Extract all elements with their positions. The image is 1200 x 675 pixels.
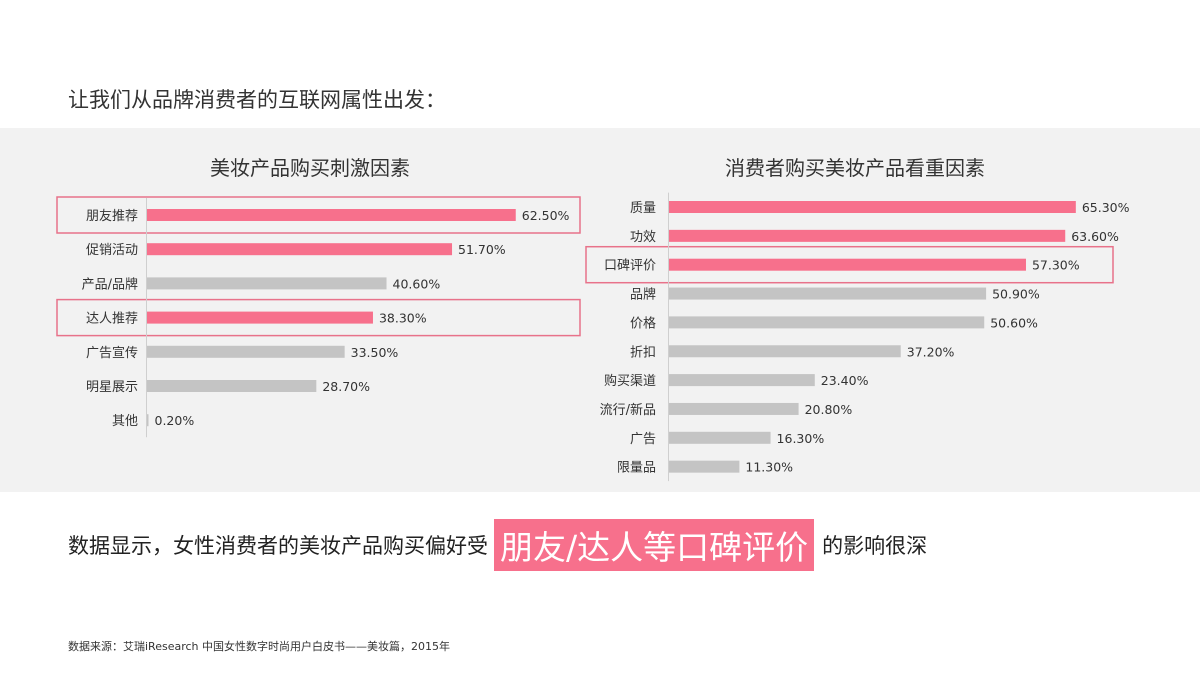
left-bar-1 [147,243,453,256]
left-value-label-2: 40.60% [393,276,441,291]
right-value-label-4: 50.60% [990,315,1038,330]
conclusion-after: 的影响很深 [822,534,928,558]
left-value-label-4: 33.50% [351,345,399,360]
right-value-label-2: 57.30% [1032,258,1080,273]
right-bar-2 [669,258,1026,271]
right-value-label-8: 16.30% [777,431,825,446]
right-category-label-1: 功效 [630,230,656,245]
left-category-label-0: 朋友推荐 [86,208,138,224]
left-category-label-2: 产品/品牌 [82,276,138,292]
right-bar-3 [669,287,987,300]
left-bar-3 [147,311,373,324]
left-bar-2 [147,277,387,290]
source-note: 数据来源：艾瑞iResearch 中国女性数字时尚用户白皮书——美妆篇，2015… [68,640,451,653]
right-category-label-8: 广告 [630,432,656,447]
left-category-label-4: 广告宣传 [86,345,138,361]
right-category-label-0: 质量 [630,201,656,216]
right-category-label-6: 购买渠道 [604,373,656,389]
chart-panel [0,128,1200,492]
right-category-label-5: 折扣 [630,345,656,360]
right-bar-5 [669,345,901,358]
intro-text: 让我们从品牌消费者的互联网属性出发： [68,88,446,112]
left-category-label-5: 明星展示 [86,380,138,395]
left-value-label-0: 62.50% [522,208,570,223]
left-highlight-box-0 [56,196,581,234]
left-category-label-6: 其他 [112,414,138,429]
conclusion: 数据显示，女性消费者的美妆产品购买偏好受 朋友/达人等口碑评价 的影响很深 [68,519,928,571]
conclusion-highlight: 朋友/达人等口碑评价 [494,519,815,571]
right-bar-6 [669,374,815,387]
right-bar-4 [669,316,985,329]
right-value-label-7: 20.80% [805,402,853,417]
left-bar-4 [147,345,345,358]
conclusion-before: 数据显示，女性消费者的美妆产品购买偏好受 [68,534,488,558]
right-value-label-5: 37.20% [907,344,955,359]
right-value-label-9: 11.30% [745,460,793,475]
left-value-label-3: 38.30% [379,311,427,326]
right-bar-0 [669,201,1076,213]
right-category-label-7: 流行/新品 [600,402,656,418]
left-value-label-1: 51.70% [458,242,506,257]
left-category-label-3: 达人推荐 [86,312,138,327]
right-value-label-6: 23.40% [821,373,869,388]
right-bar-8 [669,431,771,444]
left-bar-6 [147,414,149,427]
left-highlight-box-3 [56,298,581,337]
right-value-label-1: 63.60% [1071,229,1119,244]
right-bar-1 [669,229,1066,242]
left-bar-5 [147,380,317,392]
left-bar-0 [147,209,516,221]
right-chart-title: 消费者购买美妆产品看重因素 [725,156,985,180]
right-category-label-4: 价格 [630,315,656,331]
left-value-label-6: 0.20% [155,413,195,428]
right-highlight-box-2 [585,245,1114,284]
right-category-label-2: 口碑评价 [604,258,656,274]
right-bar-9 [669,460,740,473]
left-chart-title: 美妆产品购买刺激因素 [210,156,410,180]
left-value-label-5: 28.70% [322,379,370,394]
right-bar-7 [669,402,799,415]
right-value-label-3: 50.90% [992,287,1040,302]
right-category-label-9: 限量品 [617,461,656,476]
left-category-label-1: 促销活动 [86,243,138,258]
right-category-label-3: 品牌 [630,287,656,303]
right-value-label-0: 65.30% [1082,200,1130,215]
